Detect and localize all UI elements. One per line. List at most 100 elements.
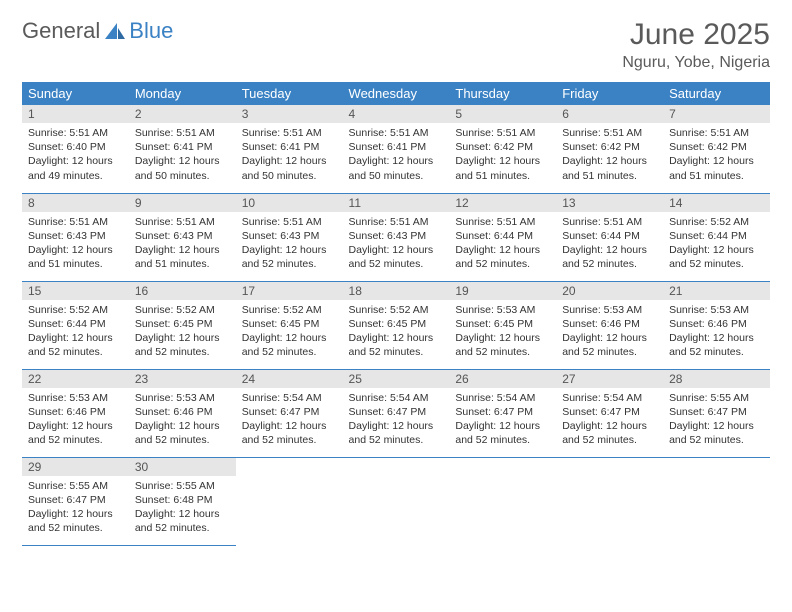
sunset-line: Sunset: 6:46 PM [28, 405, 123, 419]
sunset-line: Sunset: 6:41 PM [135, 140, 230, 154]
daylight-line: Daylight: 12 hours and 52 minutes. [455, 419, 550, 447]
day-number: 17 [236, 282, 343, 300]
sunrise-line: Sunrise: 5:51 AM [242, 126, 337, 140]
daylight-line: Daylight: 12 hours and 52 minutes. [242, 243, 337, 271]
day-number: 22 [22, 370, 129, 388]
daylight-line: Daylight: 12 hours and 52 minutes. [669, 243, 764, 271]
calendar-cell: 2Sunrise: 5:51 AMSunset: 6:41 PMDaylight… [129, 105, 236, 193]
calendar-cell: 5Sunrise: 5:51 AMSunset: 6:42 PMDaylight… [449, 105, 556, 193]
day-detail: Sunrise: 5:51 AMSunset: 6:40 PMDaylight:… [22, 123, 129, 187]
sunset-line: Sunset: 6:43 PM [349, 229, 444, 243]
day-number: 23 [129, 370, 236, 388]
daylight-line: Daylight: 12 hours and 49 minutes. [28, 154, 123, 182]
sunrise-line: Sunrise: 5:54 AM [242, 391, 337, 405]
day-number: 30 [129, 458, 236, 476]
sunset-line: Sunset: 6:44 PM [455, 229, 550, 243]
daylight-line: Daylight: 12 hours and 50 minutes. [242, 154, 337, 182]
day-number: 27 [556, 370, 663, 388]
daylight-line: Daylight: 12 hours and 52 minutes. [242, 419, 337, 447]
calendar-cell [556, 457, 663, 545]
sunrise-line: Sunrise: 5:51 AM [455, 215, 550, 229]
day-detail: Sunrise: 5:52 AMSunset: 6:44 PMDaylight:… [663, 212, 770, 276]
calendar-cell: 4Sunrise: 5:51 AMSunset: 6:41 PMDaylight… [343, 105, 450, 193]
day-detail: Sunrise: 5:51 AMSunset: 6:42 PMDaylight:… [449, 123, 556, 187]
sunset-line: Sunset: 6:47 PM [669, 405, 764, 419]
day-number: 16 [129, 282, 236, 300]
day-number: 9 [129, 194, 236, 212]
calendar-cell: 29Sunrise: 5:55 AMSunset: 6:47 PMDayligh… [22, 457, 129, 545]
daylight-line: Daylight: 12 hours and 52 minutes. [135, 331, 230, 359]
calendar-cell: 6Sunrise: 5:51 AMSunset: 6:42 PMDaylight… [556, 105, 663, 193]
sunset-line: Sunset: 6:45 PM [135, 317, 230, 331]
weekday-header: Wednesday [343, 82, 450, 105]
sunrise-line: Sunrise: 5:51 AM [562, 126, 657, 140]
weekday-header: Tuesday [236, 82, 343, 105]
sunset-line: Sunset: 6:47 PM [562, 405, 657, 419]
daylight-line: Daylight: 12 hours and 51 minutes. [562, 154, 657, 182]
sunset-line: Sunset: 6:46 PM [562, 317, 657, 331]
location-label: Nguru, Yobe, Nigeria [622, 54, 770, 72]
calendar-cell: 19Sunrise: 5:53 AMSunset: 6:45 PMDayligh… [449, 281, 556, 369]
daylight-line: Daylight: 12 hours and 51 minutes. [669, 154, 764, 182]
day-number: 15 [22, 282, 129, 300]
daylight-line: Daylight: 12 hours and 52 minutes. [242, 331, 337, 359]
sunrise-line: Sunrise: 5:51 AM [28, 126, 123, 140]
sunset-line: Sunset: 6:47 PM [349, 405, 444, 419]
day-detail: Sunrise: 5:53 AMSunset: 6:46 PMDaylight:… [22, 388, 129, 452]
calendar-cell: 7Sunrise: 5:51 AMSunset: 6:42 PMDaylight… [663, 105, 770, 193]
daylight-line: Daylight: 12 hours and 51 minutes. [455, 154, 550, 182]
sunset-line: Sunset: 6:44 PM [669, 229, 764, 243]
daylight-line: Daylight: 12 hours and 52 minutes. [455, 331, 550, 359]
day-detail: Sunrise: 5:51 AMSunset: 6:44 PMDaylight:… [449, 212, 556, 276]
sunrise-line: Sunrise: 5:52 AM [28, 303, 123, 317]
day-number: 8 [22, 194, 129, 212]
day-detail: Sunrise: 5:51 AMSunset: 6:43 PMDaylight:… [236, 212, 343, 276]
calendar-cell: 15Sunrise: 5:52 AMSunset: 6:44 PMDayligh… [22, 281, 129, 369]
day-number: 2 [129, 105, 236, 123]
sunset-line: Sunset: 6:43 PM [28, 229, 123, 243]
sunset-line: Sunset: 6:45 PM [455, 317, 550, 331]
day-number: 24 [236, 370, 343, 388]
daylight-line: Daylight: 12 hours and 52 minutes. [562, 419, 657, 447]
sunset-line: Sunset: 6:48 PM [135, 493, 230, 507]
day-number: 3 [236, 105, 343, 123]
day-number: 19 [449, 282, 556, 300]
day-number: 28 [663, 370, 770, 388]
sunrise-line: Sunrise: 5:51 AM [28, 215, 123, 229]
daylight-line: Daylight: 12 hours and 52 minutes. [455, 243, 550, 271]
sunrise-line: Sunrise: 5:51 AM [349, 215, 444, 229]
calendar-cell: 10Sunrise: 5:51 AMSunset: 6:43 PMDayligh… [236, 193, 343, 281]
calendar-cell: 22Sunrise: 5:53 AMSunset: 6:46 PMDayligh… [22, 369, 129, 457]
day-detail: Sunrise: 5:51 AMSunset: 6:43 PMDaylight:… [129, 212, 236, 276]
daylight-line: Daylight: 12 hours and 52 minutes. [28, 331, 123, 359]
day-detail: Sunrise: 5:53 AMSunset: 6:46 PMDaylight:… [663, 300, 770, 364]
calendar-cell: 13Sunrise: 5:51 AMSunset: 6:44 PMDayligh… [556, 193, 663, 281]
sunrise-line: Sunrise: 5:55 AM [669, 391, 764, 405]
calendar-cell: 12Sunrise: 5:51 AMSunset: 6:44 PMDayligh… [449, 193, 556, 281]
sunrise-line: Sunrise: 5:51 AM [135, 126, 230, 140]
day-detail: Sunrise: 5:54 AMSunset: 6:47 PMDaylight:… [449, 388, 556, 452]
day-detail: Sunrise: 5:53 AMSunset: 6:46 PMDaylight:… [556, 300, 663, 364]
calendar-cell: 18Sunrise: 5:52 AMSunset: 6:45 PMDayligh… [343, 281, 450, 369]
sunrise-line: Sunrise: 5:51 AM [135, 215, 230, 229]
daylight-line: Daylight: 12 hours and 52 minutes. [135, 507, 230, 535]
calendar-table: Sunday Monday Tuesday Wednesday Thursday… [22, 82, 770, 546]
sunset-line: Sunset: 6:47 PM [28, 493, 123, 507]
sunrise-line: Sunrise: 5:51 AM [242, 215, 337, 229]
daylight-line: Daylight: 12 hours and 52 minutes. [135, 419, 230, 447]
sunset-line: Sunset: 6:45 PM [242, 317, 337, 331]
daylight-line: Daylight: 12 hours and 51 minutes. [135, 243, 230, 271]
sunrise-line: Sunrise: 5:53 AM [669, 303, 764, 317]
sunset-line: Sunset: 6:41 PM [349, 140, 444, 154]
weekday-header: Saturday [663, 82, 770, 105]
calendar-cell: 17Sunrise: 5:52 AMSunset: 6:45 PMDayligh… [236, 281, 343, 369]
day-number: 21 [663, 282, 770, 300]
calendar-cell: 3Sunrise: 5:51 AMSunset: 6:41 PMDaylight… [236, 105, 343, 193]
sunrise-line: Sunrise: 5:54 AM [455, 391, 550, 405]
daylight-line: Daylight: 12 hours and 51 minutes. [28, 243, 123, 271]
sunrise-line: Sunrise: 5:51 AM [349, 126, 444, 140]
day-number: 29 [22, 458, 129, 476]
day-number: 26 [449, 370, 556, 388]
calendar-cell [343, 457, 450, 545]
daylight-line: Daylight: 12 hours and 52 minutes. [28, 419, 123, 447]
